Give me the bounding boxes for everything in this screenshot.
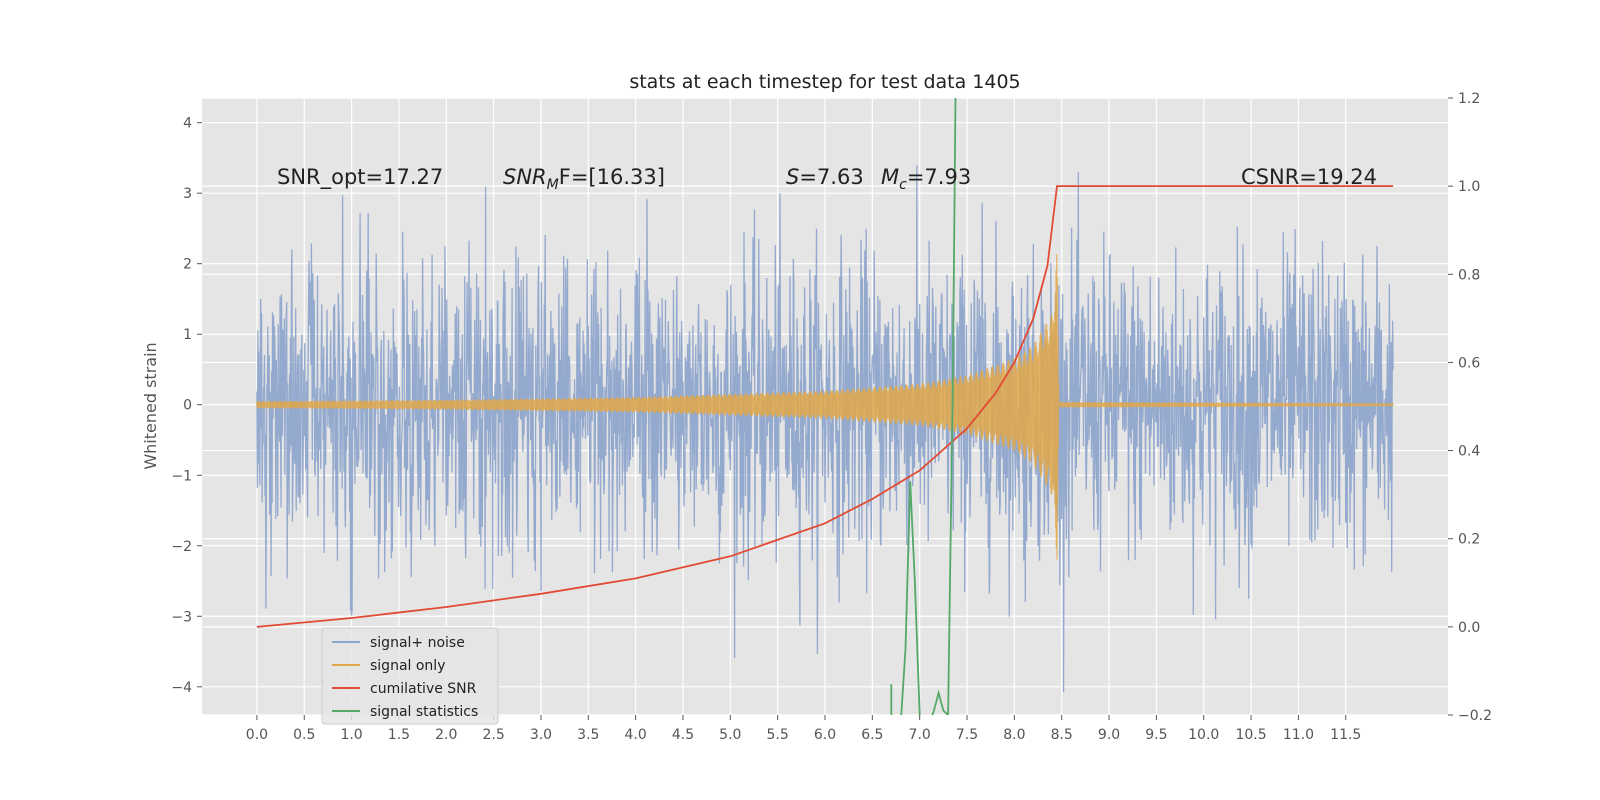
x-tick-label: 8.5: [1051, 727, 1073, 743]
x-tick-label: 9.0: [1098, 727, 1120, 743]
annotation-mc: Mc=7.93: [881, 165, 971, 193]
y2-tick-label: 0.4: [1458, 444, 1480, 460]
x-tick-label: 11.5: [1330, 727, 1361, 743]
x-tick-label: 0.0: [246, 727, 268, 743]
y-tick-label: 0: [183, 398, 192, 414]
x-tick-label: 10.0: [1188, 727, 1219, 743]
annotation-snr-mf-value: F=[16.33]: [559, 165, 665, 189]
x-tick-label: 4.0: [625, 727, 647, 743]
x-axis: 0.0 0.5 1.0 1.5 2.0 2.5 3.0 3.5 4.0 4.5 5.0 5.5 6.0 6…: [246, 715, 1361, 743]
x-tick-label: 7.5: [956, 727, 978, 743]
y-tick-label: 3: [183, 186, 192, 202]
x-tick-label: 5.5: [767, 727, 789, 743]
x-tick-label: 1.5: [388, 727, 410, 743]
x-tick-label: 1.0: [340, 727, 362, 743]
y2-tick-label: 0.6: [1458, 355, 1480, 371]
annotation-snr-mf: SNRMF=[16.33]: [503, 165, 665, 193]
x-tick-label: 5.0: [719, 727, 741, 743]
y-tick-label: −1: [171, 468, 192, 484]
y2-tick-label: 1.0: [1458, 179, 1480, 195]
annotation-s: S=7.63: [786, 165, 864, 189]
x-tick-label: 9.5: [1145, 727, 1167, 743]
series-signal-only: [256, 254, 1394, 560]
series-signal-statistics: [890, 98, 957, 715]
x-tick-label: 3.0: [530, 727, 552, 743]
x-tick-label: 6.5: [861, 727, 883, 743]
data-layer: [256, 98, 1394, 715]
series-cumulative-snr: [256, 185, 1394, 628]
legend: signal+ noise signal only cumilative SNR si…: [321, 627, 499, 725]
annotation-snr-opt: SNR_opt=17.27: [277, 165, 443, 190]
y-tick-label: 4: [183, 116, 192, 132]
y-tick-label: −3: [171, 609, 192, 625]
y2-tick-label: 0.8: [1458, 267, 1480, 283]
legend-label: signal only: [370, 658, 445, 674]
y-axis-left: 4 3 2 1 0 −1 −2 −3 −4: [171, 116, 202, 696]
annotation-snr-mf-subscript: M: [547, 177, 559, 193]
annotation-s-value: =7.63: [799, 165, 863, 189]
y-tick-label: −2: [171, 539, 192, 555]
annotation-mc-symbol: M: [881, 165, 899, 189]
x-tick-label: 6.0: [814, 727, 836, 743]
y2-tick-label: −0.2: [1458, 708, 1492, 724]
x-tick-label: 11.0: [1283, 727, 1314, 743]
x-tick-label: 10.5: [1235, 727, 1266, 743]
y-tick-label: 2: [183, 257, 192, 273]
x-tick-label: 8.0: [1003, 727, 1025, 743]
annotations: SNR_opt=17.27 SNRMF=[16.33] S=7.63 Mc=7.…: [277, 165, 1377, 193]
annotation-snr-mf-symbol: SNR: [503, 165, 547, 189]
y-tick-label: 1: [183, 327, 192, 343]
legend-label: signal+ noise: [370, 635, 465, 651]
annotation-csnr: CSNR=19.24: [1241, 165, 1377, 189]
legend-label: signal statistics: [370, 704, 478, 720]
annotation-mc-value: =7.93: [907, 165, 971, 189]
y2-tick-label: 1.2: [1458, 91, 1480, 107]
x-tick-label: 7.0: [909, 727, 931, 743]
y-axis-right: 1.2 1.0 0.8 0.6 0.4 0.2 0.0 −0.2: [1448, 91, 1492, 724]
legend-box: [321, 627, 499, 725]
annotation-mc-subscript: c: [899, 177, 907, 193]
x-tick-label: 2.5: [482, 727, 504, 743]
legend-label: cumilative SNR: [370, 681, 477, 697]
y-tick-label: −4: [171, 680, 192, 696]
annotation-s-symbol: S: [786, 165, 799, 189]
chart-title: stats at each timestep for test data 140…: [629, 71, 1020, 93]
x-tick-label: 4.5: [672, 727, 694, 743]
x-tick-label: 3.5: [577, 727, 599, 743]
y2-tick-label: 0.0: [1458, 620, 1480, 636]
series-signal-noise: [256, 165, 1394, 693]
x-tick-label: 0.5: [293, 727, 315, 743]
x-tick-label: 2.0: [435, 727, 457, 743]
y2-tick-label: 0.2: [1458, 532, 1480, 548]
y-axis-label: Whitened strain: [141, 342, 160, 469]
